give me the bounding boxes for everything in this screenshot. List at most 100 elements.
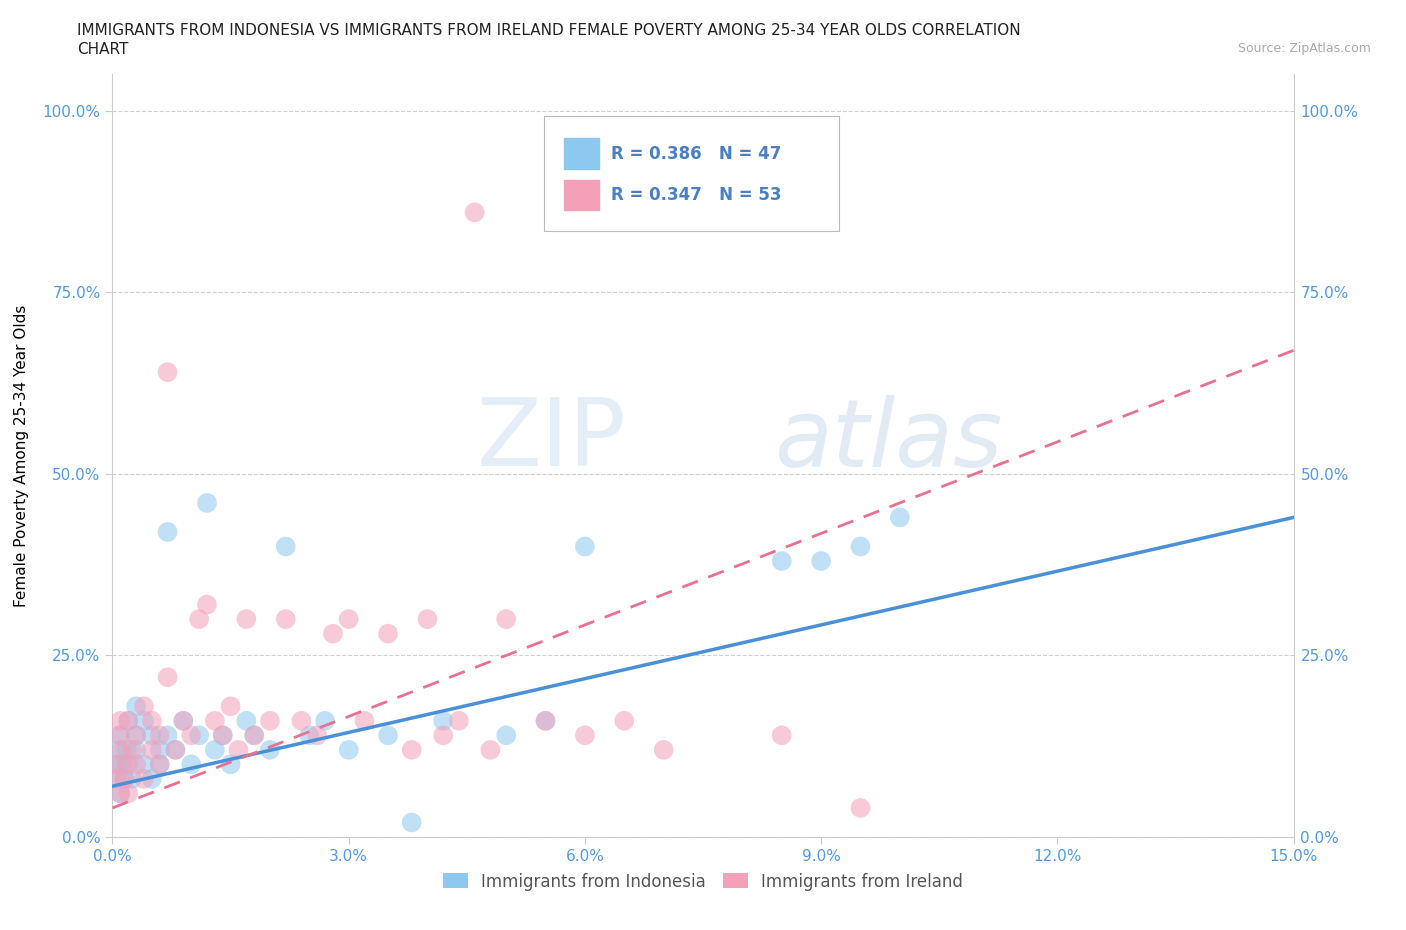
Point: [156, 365, 179, 379]
Point: [534, 713, 557, 728]
Point: [172, 713, 194, 728]
Point: [149, 728, 172, 743]
Point: [495, 612, 517, 627]
Point: [104, 757, 127, 772]
Point: [156, 728, 179, 743]
Point: [401, 815, 423, 830]
Point: [534, 713, 557, 728]
Text: IMMIGRANTS FROM INDONESIA VS IMMIGRANTS FROM IRELAND FEMALE POVERTY AMONG 25-34 : IMMIGRANTS FROM INDONESIA VS IMMIGRANTS …: [77, 23, 1021, 38]
Point: [112, 772, 135, 787]
Text: CHART: CHART: [77, 42, 129, 57]
Point: [652, 742, 675, 757]
Point: [132, 713, 155, 728]
Point: [337, 612, 360, 627]
Point: [110, 728, 132, 743]
Text: atlas: atlas: [773, 395, 1002, 486]
Point: [141, 728, 163, 743]
Point: [337, 742, 360, 757]
Point: [149, 742, 172, 757]
Point: [125, 742, 148, 757]
Point: [204, 713, 226, 728]
Point: [121, 742, 143, 757]
Point: [188, 612, 211, 627]
Point: [156, 525, 179, 539]
Point: [770, 553, 793, 568]
Point: [377, 626, 399, 641]
Point: [314, 713, 336, 728]
Point: [188, 728, 211, 743]
Point: [125, 728, 148, 743]
Point: [117, 713, 139, 728]
Point: [110, 786, 132, 801]
Point: [401, 742, 423, 757]
Point: [117, 713, 139, 728]
Point: [613, 713, 636, 728]
Point: [447, 713, 470, 728]
Point: [228, 742, 250, 757]
Point: [117, 757, 139, 772]
Point: [211, 728, 233, 743]
Text: R = 0.347   N = 53: R = 0.347 N = 53: [610, 186, 782, 204]
Text: Source: ZipAtlas.com: Source: ZipAtlas.com: [1237, 42, 1371, 55]
Point: [156, 670, 179, 684]
Point: [149, 757, 172, 772]
Point: [849, 801, 872, 816]
Point: [464, 205, 486, 219]
Point: [107, 742, 129, 757]
Point: [307, 728, 329, 743]
Point: [377, 728, 399, 743]
Point: [889, 510, 911, 525]
Point: [149, 757, 172, 772]
Bar: [564, 179, 599, 210]
Point: [195, 597, 218, 612]
Point: [115, 757, 138, 772]
Point: [235, 612, 257, 627]
Point: [574, 728, 596, 743]
Point: [274, 539, 297, 554]
Point: [112, 772, 135, 787]
Y-axis label: Female Poverty Among 25-34 Year Olds: Female Poverty Among 25-34 Year Olds: [14, 304, 28, 607]
Legend: Immigrants from Indonesia, Immigrants from Ireland: Immigrants from Indonesia, Immigrants fr…: [436, 866, 970, 897]
Point: [204, 742, 226, 757]
Point: [211, 728, 233, 743]
Point: [110, 713, 132, 728]
Point: [125, 757, 148, 772]
Point: [432, 713, 454, 728]
Point: [110, 786, 132, 801]
Point: [141, 713, 163, 728]
Point: [353, 713, 375, 728]
Point: [115, 742, 138, 757]
Text: R = 0.386   N = 47: R = 0.386 N = 47: [610, 145, 782, 163]
Point: [416, 612, 439, 627]
Point: [243, 728, 266, 743]
Point: [495, 728, 517, 743]
Point: [125, 728, 148, 743]
Point: [432, 728, 454, 743]
Point: [165, 742, 187, 757]
Point: [274, 612, 297, 627]
Point: [574, 539, 596, 554]
Point: [219, 698, 242, 713]
Point: [298, 728, 321, 743]
Point: [770, 728, 793, 743]
Point: [117, 786, 139, 801]
Point: [479, 742, 502, 757]
Bar: [564, 139, 599, 169]
Point: [322, 626, 344, 641]
Point: [132, 772, 155, 787]
Point: [235, 713, 257, 728]
Point: [290, 713, 312, 728]
Point: [259, 742, 281, 757]
Point: [105, 757, 128, 772]
Text: ZIP: ZIP: [477, 394, 626, 486]
Point: [105, 772, 128, 787]
Point: [180, 728, 202, 743]
Point: [111, 742, 134, 757]
Point: [849, 539, 872, 554]
Point: [141, 742, 163, 757]
Point: [125, 698, 148, 713]
Point: [107, 728, 129, 743]
Point: [259, 713, 281, 728]
Point: [219, 757, 242, 772]
FancyBboxPatch shape: [544, 116, 839, 231]
